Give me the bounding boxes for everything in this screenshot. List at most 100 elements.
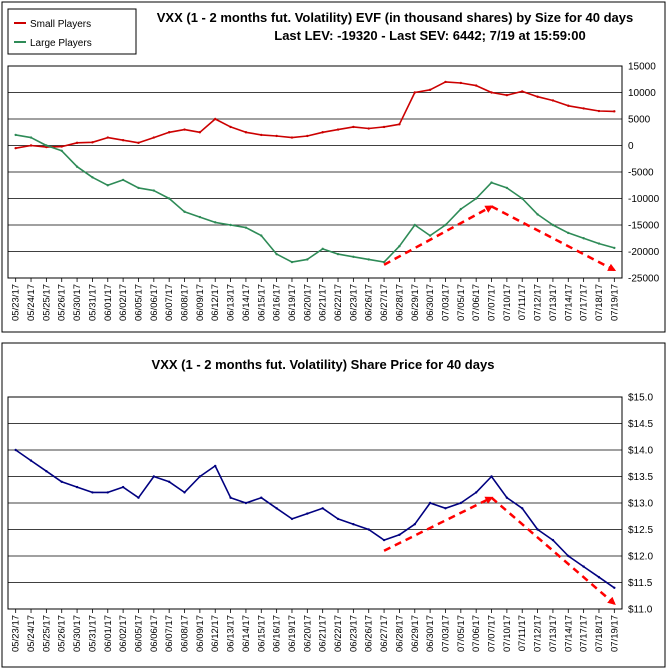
- evf-x-tick-label: 06/08/17: [180, 284, 191, 321]
- evf-x-tick-label: 06/01/17: [103, 284, 114, 321]
- price-x-tick-label: 07/17/17: [579, 615, 590, 652]
- evf-point-large-players: [137, 186, 140, 190]
- price-x-tick-label: 06/14/17: [241, 615, 252, 652]
- price-trend-arrow: [490, 496, 616, 606]
- price-point-series-0: [382, 538, 386, 542]
- evf-point-small-players: [352, 125, 355, 129]
- price-point-series-0: [428, 501, 432, 505]
- legend-label-large-players: Large Players: [30, 38, 92, 49]
- evf-point-small-players: [413, 91, 416, 94]
- evf-point-small-players: [382, 125, 386, 129]
- evf-point-large-players: [382, 260, 386, 264]
- evf-point-large-players: [14, 133, 17, 137]
- price-point-series-0: [152, 475, 156, 478]
- evf-point-small-players: [582, 107, 585, 110]
- price-x-tick-label: 05/24/17: [26, 615, 37, 652]
- evf-point-small-players: [567, 104, 570, 107]
- price-trend-arrow: [383, 496, 494, 552]
- price-x-tick-label: 06/13/17: [226, 615, 237, 652]
- evf-x-tick-label: 07/13/17: [548, 284, 559, 321]
- evf-x-tick-label: 06/23/17: [348, 284, 359, 321]
- price-point-series-0: [183, 491, 186, 494]
- evf-y-axis: 15000 10000 5000 0 -5000 -10000 -15000 -20000 -2…: [628, 62, 660, 285]
- evf-point-small-players: [91, 141, 94, 144]
- evf-line-small-players: [15, 81, 615, 149]
- price-y-tick-label: $12.5: [628, 525, 653, 536]
- evf-point-large-players: [75, 165, 79, 168]
- evf-point-large-players: [121, 178, 125, 182]
- evf-point-small-players: [275, 134, 278, 138]
- price-point-series-0: [14, 448, 17, 452]
- evf-point-large-players: [567, 231, 570, 235]
- evf-point-large-players: [459, 207, 463, 211]
- price-point-series-0: [567, 554, 570, 558]
- price-gridlines: [8, 396, 622, 610]
- evf-x-tick-label: 06/20/17: [302, 284, 313, 321]
- price-x-tick-label: 06/23/17: [348, 615, 359, 652]
- evf-plot-area: 15000 10000 5000 0 -5000 -10000 -15000 -20000 -2…: [7, 62, 660, 321]
- price-x-tick-label: 06/16/17: [272, 615, 283, 652]
- price-y-tick-label: $11.0: [628, 605, 653, 616]
- price-x-tick-label: 07/07/17: [487, 615, 498, 652]
- evf-x-tick-label: 06/21/17: [318, 284, 329, 321]
- evf-x-tick-label: 06/16/17: [272, 284, 283, 321]
- price-y-tick-label: $15.0: [628, 393, 653, 404]
- evf-point-large-players: [244, 226, 248, 229]
- price-point-series-0: [260, 496, 263, 499]
- price-x-tick-label: 07/14/17: [563, 615, 574, 652]
- evf-point-large-players: [229, 223, 232, 227]
- evf-x-tick-label: 06/12/17: [210, 284, 221, 321]
- price-x-tick-label: 06/02/17: [118, 615, 129, 652]
- evf-x-tick-label: 07/12/17: [533, 284, 544, 321]
- evf-point-small-players: [459, 81, 463, 85]
- evf-x-tick-label: 07/11/17: [517, 284, 528, 320]
- price-x-tick-label: 05/30/17: [72, 615, 83, 652]
- evf-point-large-players: [474, 197, 478, 200]
- evf-point-large-players: [45, 144, 48, 147]
- evf-point-large-players: [582, 237, 585, 240]
- evf-point-large-players: [214, 221, 217, 224]
- evf-x-tick-label: 06/27/17: [379, 284, 390, 321]
- evf-x-tick-label: 06/26/17: [364, 284, 375, 321]
- evf-point-large-players: [183, 210, 186, 213]
- evf-y-tick-label: -5000: [628, 168, 654, 179]
- price-x-tick-label: 06/08/17: [180, 615, 191, 652]
- evf-x-tick-label: 07/06/17: [471, 284, 482, 321]
- price-x-tick-label: 06/27/17: [379, 615, 390, 652]
- evf-x-tick-label: 07/14/17: [563, 284, 574, 321]
- price-point-series-0: [505, 496, 509, 499]
- evf-x-tick-label: 06/07/17: [164, 284, 175, 321]
- price-point-series-0: [198, 475, 202, 478]
- evf-point-small-players: [260, 133, 263, 137]
- price-x-tick-label: 06/28/17: [394, 615, 405, 652]
- evf-point-large-players: [321, 247, 324, 251]
- price-x-tick-label: 05/25/17: [41, 615, 52, 652]
- evf-point-large-players: [413, 223, 416, 227]
- evf-point-large-players: [306, 258, 309, 261]
- price-x-tick-label: 06/12/17: [210, 615, 221, 652]
- price-point-series-0: [45, 470, 48, 473]
- evf-legend-box: [7, 8, 137, 55]
- evf-x-tick-label: 06/13/17: [226, 284, 237, 321]
- evf-legend: Small Players Large Players: [7, 8, 137, 55]
- price-point-series-0: [474, 491, 478, 494]
- evf-x-tick-label: 05/31/17: [87, 284, 98, 321]
- price-point-series-0: [597, 576, 601, 579]
- price-point-series-0: [29, 459, 33, 462]
- evf-x-tick-label: 06/30/17: [425, 284, 436, 321]
- price-x-tick-label: 06/06/17: [149, 615, 160, 652]
- price-y-tick-label: $13.0: [628, 499, 653, 510]
- evf-point-small-players: [490, 91, 493, 94]
- evf-point-large-players: [198, 215, 202, 219]
- evf-point-small-players: [75, 141, 79, 145]
- evf-point-large-players: [505, 186, 509, 190]
- price-point-series-0: [214, 464, 217, 468]
- evf-point-small-players: [214, 117, 217, 121]
- evf-x-tick-label: 06/09/17: [195, 284, 206, 321]
- evf-trend-arrows: [383, 205, 617, 272]
- price-x-tick-label: 06/01/17: [103, 615, 114, 652]
- evf-point-small-players: [229, 125, 232, 129]
- evf-point-large-players: [152, 189, 156, 192]
- evf-x-tick-label: 06/19/17: [287, 284, 298, 321]
- evf-panel-border: [1, 1, 666, 333]
